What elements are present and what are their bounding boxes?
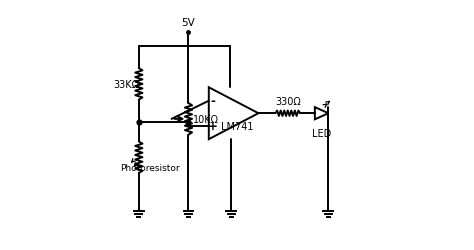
Text: 33KΩ: 33KΩ bbox=[113, 80, 139, 90]
Text: -: - bbox=[210, 95, 215, 108]
Text: LM741: LM741 bbox=[221, 121, 253, 131]
Text: 330Ω: 330Ω bbox=[275, 97, 301, 107]
Text: LED: LED bbox=[312, 128, 332, 138]
Text: Photoresistor: Photoresistor bbox=[119, 163, 179, 172]
Text: +: + bbox=[208, 120, 218, 133]
Text: 5V: 5V bbox=[182, 18, 195, 28]
Text: 10KΩ: 10KΩ bbox=[192, 114, 219, 124]
